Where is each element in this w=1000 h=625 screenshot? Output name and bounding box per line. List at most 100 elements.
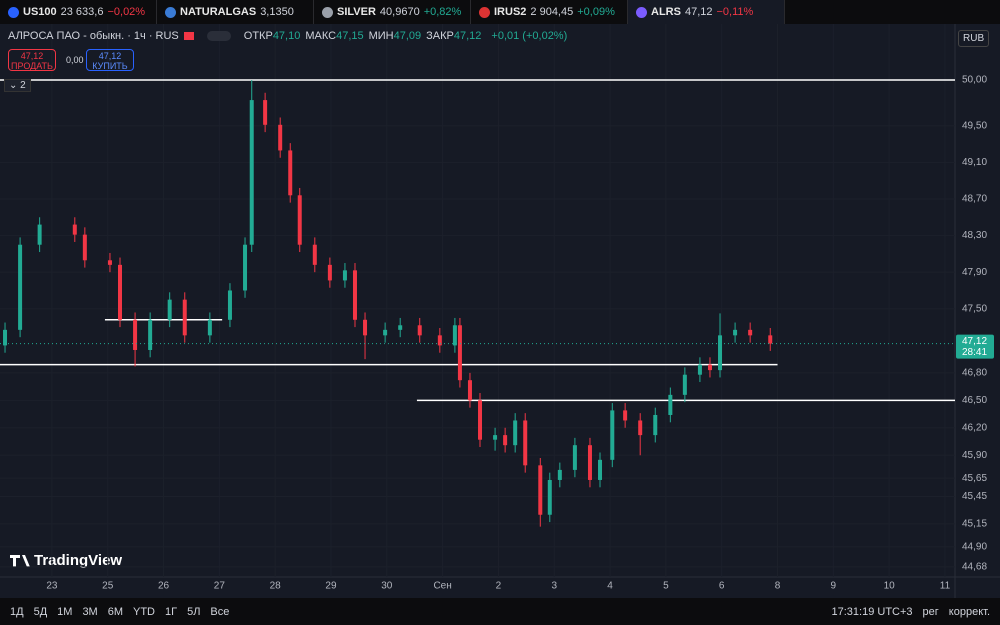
candle-body <box>733 329 738 336</box>
candle-body <box>452 325 457 346</box>
y-tick-label: 45,45 <box>962 491 987 502</box>
tab-change: +0,82% <box>423 6 462 18</box>
candle-body <box>610 410 615 460</box>
x-tick-label: 2 <box>496 581 502 592</box>
candle-body <box>167 299 172 320</box>
x-tick-label: 30 <box>381 581 393 592</box>
x-tick-label: 26 <box>158 581 170 592</box>
x-tick-label: 29 <box>325 581 337 592</box>
y-tick-label: 49,10 <box>962 157 987 168</box>
candle-body <box>697 364 702 375</box>
tab-symbol: IRUS2 <box>494 6 527 18</box>
y-tick-label: 46,50 <box>962 395 987 406</box>
y-tick-label: 44,68 <box>962 562 987 573</box>
candle-body <box>278 124 283 151</box>
symbol-tab[interactable]: US100 23 633,6 −0,02% <box>0 0 157 24</box>
candle-body <box>249 100 254 245</box>
buy-label: КУПИТЬ <box>92 61 128 71</box>
candle-body <box>342 270 347 281</box>
y-tick-label: 46,80 <box>962 368 987 379</box>
x-tick-label: Сен <box>433 581 451 592</box>
buy-button[interactable]: 47,12 КУПИТЬ <box>86 49 134 71</box>
candle-body <box>297 195 302 245</box>
brand-logo <box>10 555 30 567</box>
candle-body <box>557 469 562 480</box>
symbol-icon <box>636 6 647 18</box>
countdown: 28:41 <box>962 347 987 358</box>
tab-symbol: SILVER <box>337 6 376 18</box>
session[interactable]: рег <box>922 605 939 618</box>
candle-body <box>638 420 643 436</box>
range-button[interactable]: 1Д <box>10 605 24 618</box>
candle-body <box>538 465 543 515</box>
symbol-tab[interactable]: NATURALGAS 3,1350 <box>157 0 314 24</box>
brand-name: TradingView <box>34 552 122 569</box>
range-button[interactable]: 6М <box>107 605 123 618</box>
symbol-tab[interactable]: ALRS 47,12 −0,11% <box>628 0 785 24</box>
y-tick-label: 49,50 <box>962 120 987 131</box>
x-tick-label: 8 <box>775 581 781 592</box>
tab-price: 23 633,6 <box>60 6 104 18</box>
tab-price: 40,9670 <box>379 6 420 18</box>
candle-body <box>437 335 442 346</box>
tab-price: 3,1350 <box>260 6 294 18</box>
x-tick-label: 4 <box>607 581 613 592</box>
candle-body <box>493 435 498 440</box>
currency-select[interactable]: RUB <box>958 30 990 47</box>
y-tick-label: 48,30 <box>962 230 987 241</box>
candle-body <box>118 264 123 320</box>
collapse-button[interactable]: ⌄ 2 <box>4 79 31 92</box>
symbol-title: АЛРОСА ПАО - обыкн. · 1ч · RUS <box>8 30 179 42</box>
symbol-tab[interactable]: SILVER 40,9670 +0,82% <box>314 0 471 24</box>
x-tick-label: 23 <box>46 581 58 592</box>
chart: TradingView 50,0049,5049,1048,7048,3047,… <box>0 24 1000 598</box>
candle-body <box>768 335 773 344</box>
y-tick-label: 50,00 <box>962 75 987 86</box>
symbol-icon <box>165 6 176 18</box>
candle-body <box>288 150 293 196</box>
candle-body <box>37 224 42 245</box>
range-button[interactable]: 5Д <box>33 605 48 618</box>
symbol-tab[interactable]: IRUS2 2 904,45 +0,09% <box>471 0 628 24</box>
candle-body <box>457 325 462 381</box>
range-button[interactable]: 3М <box>82 605 98 618</box>
ohlc-label: МАКС <box>305 30 337 42</box>
sell-price: 47,12 <box>20 51 44 61</box>
candle-body <box>748 329 753 336</box>
candle-body <box>547 479 552 515</box>
candle-body <box>398 325 403 330</box>
tab-bar: US100 23 633,6 −0,02% NATURALGAS 3,1350 SILVE… <box>0 0 1000 24</box>
candle-body <box>133 319 138 350</box>
candle-body <box>352 270 357 320</box>
sell-button[interactable]: 47,12 ПРОДАТЬ <box>8 49 56 71</box>
adjust[interactable]: коррект. <box>948 605 990 618</box>
range-button[interactable]: Все <box>210 605 230 618</box>
candle-body <box>623 410 628 421</box>
candle-body <box>383 329 388 336</box>
x-tick-label: 28 <box>270 581 282 592</box>
x-tick-label: 25 <box>102 581 114 592</box>
candle-body <box>263 100 268 125</box>
candle-body <box>503 435 508 446</box>
range-button[interactable]: 1Г <box>165 605 178 618</box>
tab-symbol: US100 <box>23 6 57 18</box>
candle-body <box>227 290 232 320</box>
y-tick-label: 44,90 <box>962 541 987 552</box>
y-tick-label: 46,20 <box>962 422 987 433</box>
flag-icon <box>183 32 194 40</box>
x-tick-label: 10 <box>884 581 896 592</box>
symbol-icon <box>479 6 490 18</box>
candle-body <box>207 319 212 336</box>
status-toggle[interactable] <box>206 31 231 41</box>
range-button[interactable]: YTD <box>133 605 155 618</box>
candle-body <box>148 319 153 350</box>
tab-change: +0,09% <box>577 6 615 18</box>
candle-body <box>182 299 187 336</box>
range-button[interactable]: 5Л <box>187 605 201 618</box>
candle-body <box>668 394 673 415</box>
last-price-box <box>956 334 994 359</box>
range-button[interactable]: 1М <box>57 605 73 618</box>
x-tick-label: 9 <box>831 581 837 592</box>
y-tick-label: 45,90 <box>962 450 987 461</box>
